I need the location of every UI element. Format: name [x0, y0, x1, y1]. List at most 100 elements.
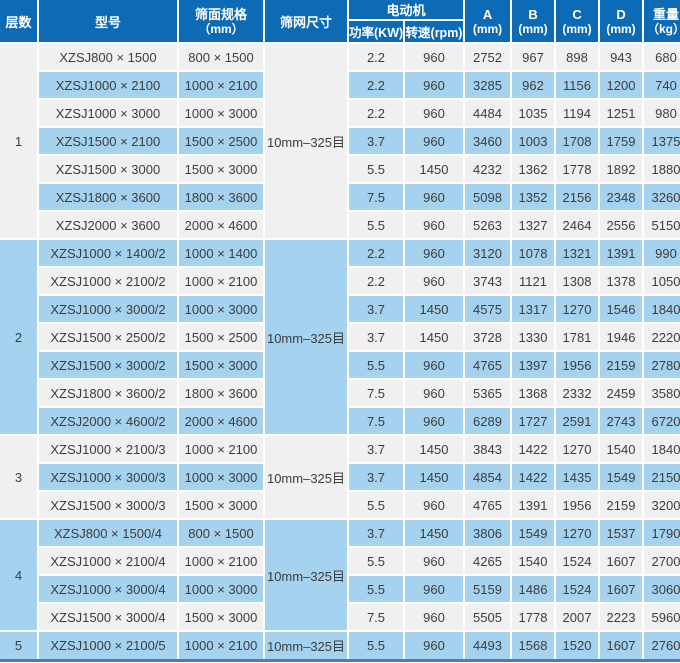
cell-dim-c: 1778 [554, 154, 601, 184]
cell-weight: 740 [642, 70, 680, 100]
cell-screen-spec: 1000 × 2100 [177, 434, 265, 464]
cell-screen-spec: 1500 × 3000 [177, 350, 265, 380]
cell-weight: 1840 [642, 434, 680, 464]
cell-dim-d: 1200 [598, 70, 645, 100]
cell-motor-speed: 960 [402, 378, 466, 408]
cell-dim-b: 1362 [510, 154, 557, 184]
header-dim-d-line1: D [616, 6, 626, 22]
cell-model: XZSJ1000 × 3000/2 [37, 294, 179, 324]
cell-mesh-size: 10mm–325目 [263, 42, 349, 240]
cell-motor-power: 5.5 [347, 490, 405, 520]
cell-dim-c: 1524 [554, 546, 601, 576]
cell-dim-d: 2159 [598, 490, 645, 520]
header-dim-b-line2: (mm) [518, 21, 548, 36]
cell-mesh-size: 10mm–325目 [263, 630, 349, 660]
cell-model: XZSJ1000 × 3000 [37, 98, 179, 128]
cell-weight: 1790 [642, 518, 680, 548]
table-row: XZSJ1500 × 3000/4 1500 × 3000 7.5 960 5505 17… [0, 602, 680, 632]
cell-dim-c: 1708 [554, 126, 601, 156]
cell-motor-speed: 1450 [402, 434, 466, 464]
header-weight-line2: （kg） [647, 21, 680, 36]
cell-motor-speed: 960 [402, 42, 466, 72]
cell-motor-power: 3.7 [347, 462, 405, 492]
table-row: XZSJ1500 × 2100 1500 × 2500 3.7 960 3460 1003… [0, 126, 680, 156]
cell-dim-d: 1607 [598, 574, 645, 604]
table-header: 层数 型号 筛面规格 （mm） 筛网尺寸 电动机 A (mm) B (mm) C [0, 0, 680, 44]
cell-motor-power: 7.5 [347, 378, 405, 408]
cell-dim-b: 1327 [510, 210, 557, 240]
header-motor: 电动机 [346, 0, 466, 21]
cell-motor-speed: 960 [402, 98, 466, 128]
cell-screen-spec: 1800 × 3600 [177, 378, 265, 408]
header-weight-line1: 重量 [653, 6, 680, 22]
cell-motor-power: 3.7 [347, 434, 405, 464]
cell-motor-power: 5.5 [347, 350, 405, 380]
cell-dim-c: 1956 [554, 350, 601, 380]
cell-motor-speed: 960 [402, 350, 466, 380]
cell-dim-a: 6289 [463, 406, 513, 436]
cell-weight: 1375 [642, 126, 680, 156]
cell-weight: 3060 [642, 574, 680, 604]
cell-dim-a: 3285 [463, 70, 513, 100]
cell-dim-b: 1391 [510, 490, 557, 520]
cell-dim-c: 1270 [554, 294, 601, 324]
cell-motor-power: 7.5 [347, 602, 405, 632]
cell-motor-power: 2.2 [347, 70, 405, 100]
cell-weight: 3200 [642, 490, 680, 520]
cell-motor-speed: 1450 [402, 294, 466, 324]
cell-motor-speed: 960 [402, 210, 466, 240]
table-row: XZSJ1000 × 3000/4 1000 × 3000 5.5 960 5159 14… [0, 574, 680, 604]
table-row: XZSJ2000 × 3600 2000 × 4600 5.5 960 5263 1327… [0, 210, 680, 240]
cell-motor-power: 5.5 [347, 154, 405, 184]
cell-motor-power: 2.2 [347, 42, 405, 72]
cell-screen-spec: 1000 × 3000 [177, 294, 265, 324]
header-mesh: 筛网尺寸 [263, 0, 349, 44]
cell-dim-b: 1003 [510, 126, 557, 156]
cell-dim-d: 1251 [598, 98, 645, 128]
cell-screen-spec: 1000 × 3000 [177, 574, 265, 604]
cell-screen-spec: 1500 × 3000 [177, 602, 265, 632]
cell-dim-b: 1121 [510, 266, 557, 296]
cell-model: XZSJ1000 × 3000/4 [37, 574, 179, 604]
table-row: XZSJ1000 × 3000/2 1000 × 3000 3.7 1450 4575 1… [0, 294, 680, 324]
cell-screen-spec: 1000 × 2100 [177, 546, 265, 576]
cell-dim-c: 2007 [554, 602, 601, 632]
cell-motor-speed: 960 [402, 574, 466, 604]
cell-dim-b: 1317 [510, 294, 557, 324]
cell-model: XZSJ1500 × 2500/2 [37, 322, 179, 352]
cell-model: XZSJ1000 × 2100/2 [37, 266, 179, 296]
cell-dim-b: 1727 [510, 406, 557, 436]
cell-dim-a: 5505 [463, 602, 513, 632]
cell-model: XZSJ1500 × 3000/3 [37, 490, 179, 520]
cell-dim-a: 3728 [463, 322, 513, 352]
header-spec-line1: 筛面规格 [194, 6, 247, 22]
cell-screen-spec: 1000 × 3000 [177, 462, 265, 492]
cell-dim-a: 3120 [463, 238, 513, 268]
cell-dim-a: 4765 [463, 490, 513, 520]
cell-dim-d: 943 [598, 42, 645, 72]
cell-motor-power: 3.7 [347, 126, 405, 156]
cell-dim-b: 1778 [510, 602, 557, 632]
table-row: XZSJ1000 × 2100/2 1000 × 2100 2.2 960 3743 11… [0, 266, 680, 296]
cell-layers: 4 [0, 518, 39, 632]
cell-weight: 2780 [642, 350, 680, 380]
cell-dim-b: 1422 [510, 434, 557, 464]
cell-model: XZSJ1500 × 3000/2 [37, 350, 179, 380]
table-row: XZSJ1500 × 3000/2 1500 × 3000 5.5 960 4765 13… [0, 350, 680, 380]
cell-dim-d: 1946 [598, 322, 645, 352]
cell-screen-spec: 800 × 1500 [177, 518, 265, 548]
cell-screen-spec: 1500 × 3000 [177, 154, 265, 184]
cell-weight: 2700 [642, 546, 680, 576]
cell-weight: 5150 [642, 210, 680, 240]
cell-dim-c: 1156 [554, 70, 601, 100]
cell-screen-spec: 2000 × 4600 [177, 210, 265, 240]
cell-motor-power: 2.2 [347, 98, 405, 128]
cell-model: XZSJ2000 × 3600 [37, 210, 179, 240]
table-body: 1 XZSJ800 × 1500 800 × 1500 10mm–325目 2.2 960… [0, 42, 680, 660]
cell-dim-a: 4854 [463, 462, 513, 492]
header-dim-d: D (mm) [598, 0, 645, 44]
cell-dim-c: 2591 [554, 406, 601, 436]
cell-motor-speed: 960 [402, 602, 466, 632]
cell-weight: 3580 [642, 378, 680, 408]
